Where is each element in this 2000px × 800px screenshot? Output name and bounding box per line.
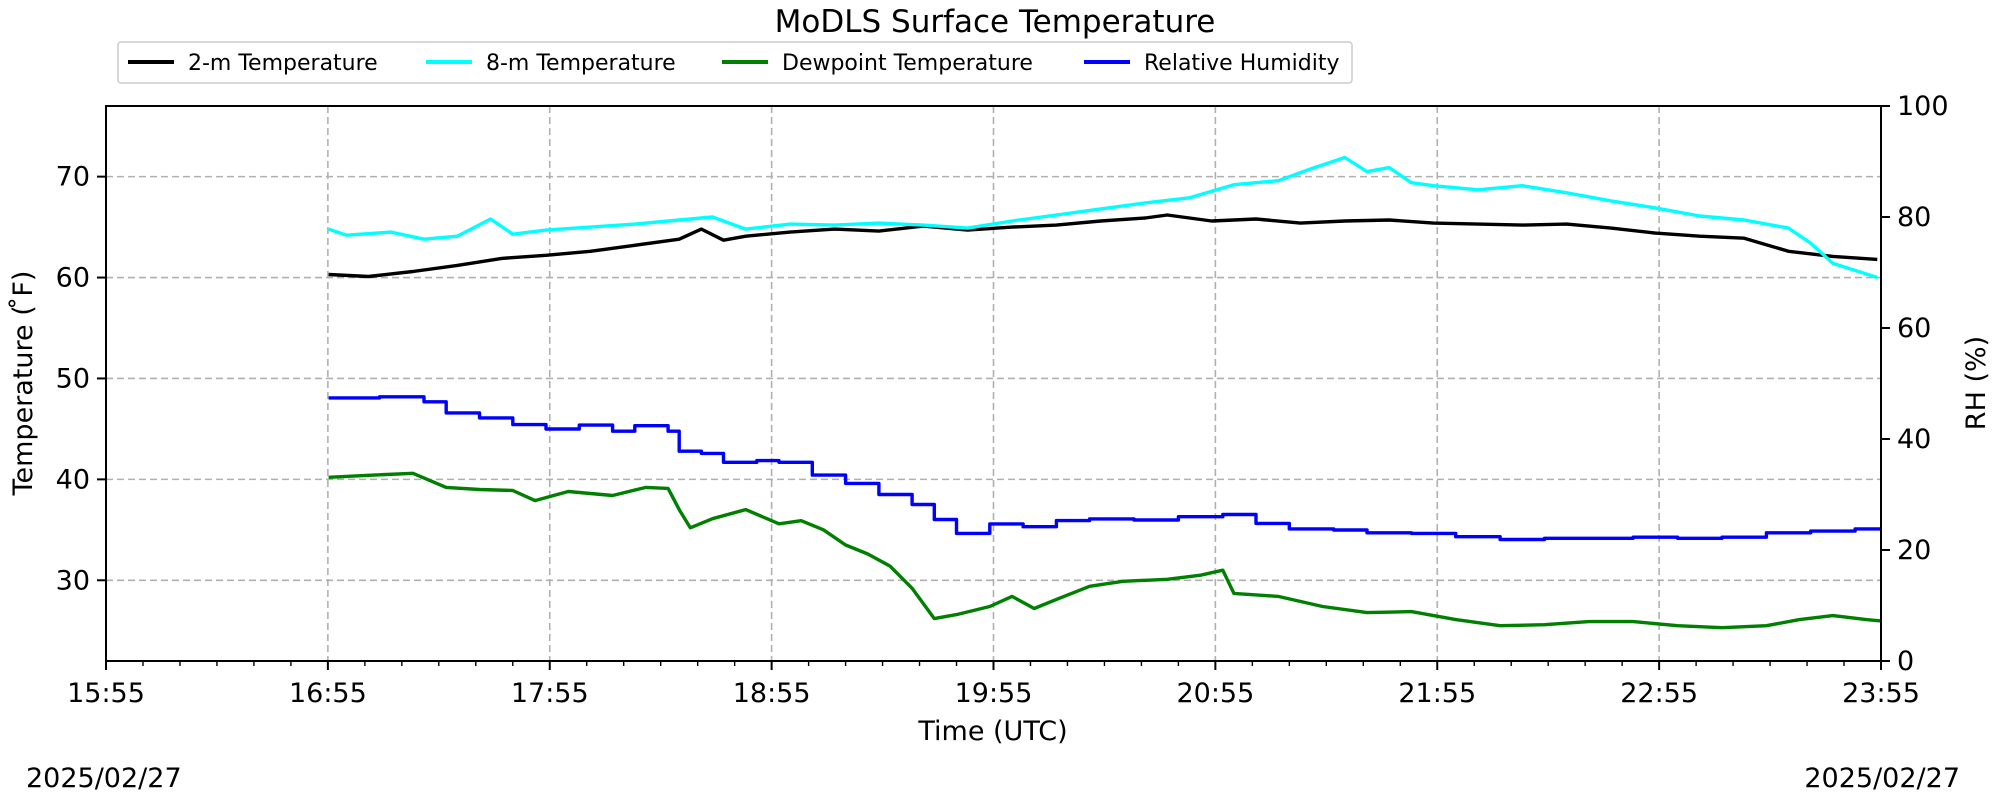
y2-tick-label: 0: [1897, 646, 1914, 677]
y-tick-label: 40: [56, 464, 90, 495]
x-tick-label: 16:55: [289, 678, 367, 709]
x-tick-label: 23:55: [1842, 678, 1920, 709]
legend-label-2-m-temperature: 2-m Temperature: [188, 51, 378, 76]
x-tick-label: 19:55: [955, 678, 1033, 709]
y-axis-ticks: 30 40 50 60 70: [56, 162, 106, 596]
date-right: 2025/02/27: [1804, 763, 1960, 794]
legend-label-relative-humidity: Relative Humidity: [1144, 51, 1339, 76]
y2-tick-label: 20: [1897, 535, 1931, 566]
x-tick-label: 20:55: [1176, 678, 1254, 709]
series-line-dewpoint-temperature: [328, 471, 1881, 630]
legend-label-8-m-temperature: 8-m Temperature: [486, 51, 676, 76]
series-line-8-m-temperature: [328, 155, 1878, 280]
series-lines: [328, 155, 1881, 630]
y-axis-label: Temperature ( ̊F): [8, 271, 39, 497]
y-tick-label: 70: [56, 162, 90, 193]
y-tick-label: 30: [56, 565, 90, 596]
grid-lines: [106, 106, 1881, 661]
x-tick-label: 22:55: [1620, 678, 1698, 709]
date-left: 2025/02/27: [26, 763, 182, 794]
legend: 2-m Temperature 8-m Temperature Dewpoint T…: [117, 41, 1353, 84]
series-line-2-m-temperature: [328, 213, 1878, 279]
chart-title: MoDLS Surface Temperature: [775, 4, 1216, 40]
y2-tick-label: 80: [1897, 202, 1931, 233]
x-axis-ticks: 15:55 16:55 17:55 18:55 19:55 20:55 21:55 22:55…: [67, 661, 1920, 709]
series-line-relative-humidity: [328, 395, 1881, 542]
x-tick-label: 17:55: [511, 678, 589, 709]
x-tick-label: 15:55: [67, 678, 145, 709]
y-tick-label: 60: [56, 263, 90, 294]
y2-axis-ticks: 0 20 40 60 80 100: [1881, 91, 1949, 677]
legend-label-dewpoint-temperature: Dewpoint Temperature: [782, 51, 1033, 76]
y2-tick-label: 60: [1897, 313, 1931, 344]
y-tick-label: 50: [56, 363, 90, 394]
y2-tick-label: 40: [1897, 424, 1931, 455]
x-tick-label: 18:55: [733, 678, 811, 709]
y2-tick-label: 100: [1897, 91, 1949, 122]
x-axis-label: Time (UTC): [917, 716, 1067, 747]
y2-axis-label: RH (%): [1961, 336, 1992, 430]
x-tick-label: 21:55: [1398, 678, 1476, 709]
